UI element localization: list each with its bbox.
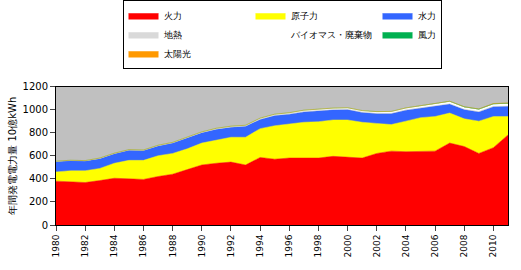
svg-text:太陽光: 太陽光 [164, 49, 191, 59]
svg-text:2000: 2000 [343, 234, 353, 257]
svg-text:1990: 1990 [197, 234, 207, 257]
svg-text:2008: 2008 [459, 234, 469, 257]
svg-text:1996: 1996 [284, 234, 294, 257]
svg-text:1986: 1986 [138, 234, 148, 257]
svg-text:0: 0 [42, 220, 48, 231]
svg-text:1992: 1992 [226, 235, 236, 258]
svg-text:2004: 2004 [401, 234, 411, 257]
svg-text:800: 800 [29, 127, 48, 138]
svg-text:1998: 1998 [313, 234, 323, 257]
svg-text:2002: 2002 [372, 235, 382, 258]
svg-text:風力: 風力 [418, 30, 436, 40]
svg-text:2010: 2010 [488, 234, 498, 257]
svg-text:地熱: 地熱 [163, 30, 182, 40]
svg-text:年間発電電力量 10億kWh: 年間発電電力量 10億kWh [7, 97, 18, 215]
svg-text:200: 200 [29, 196, 48, 207]
svg-text:1994: 1994 [255, 234, 265, 257]
svg-text:2006: 2006 [430, 234, 440, 257]
svg-text:400: 400 [29, 173, 48, 184]
svg-text:バイオマス・廃棄物: バイオマス・廃棄物 [290, 30, 372, 40]
svg-text:1980: 1980 [51, 234, 61, 257]
svg-text:火力: 火力 [164, 11, 182, 21]
svg-text:1984: 1984 [109, 234, 119, 257]
svg-text:1000: 1000 [23, 104, 48, 115]
svg-text:1982: 1982 [80, 235, 90, 258]
svg-text:水力: 水力 [418, 11, 436, 21]
svg-text:1200: 1200 [23, 81, 48, 92]
svg-text:1988: 1988 [168, 234, 178, 257]
svg-text:600: 600 [29, 150, 48, 161]
svg-text:原子力: 原子力 [291, 11, 318, 21]
